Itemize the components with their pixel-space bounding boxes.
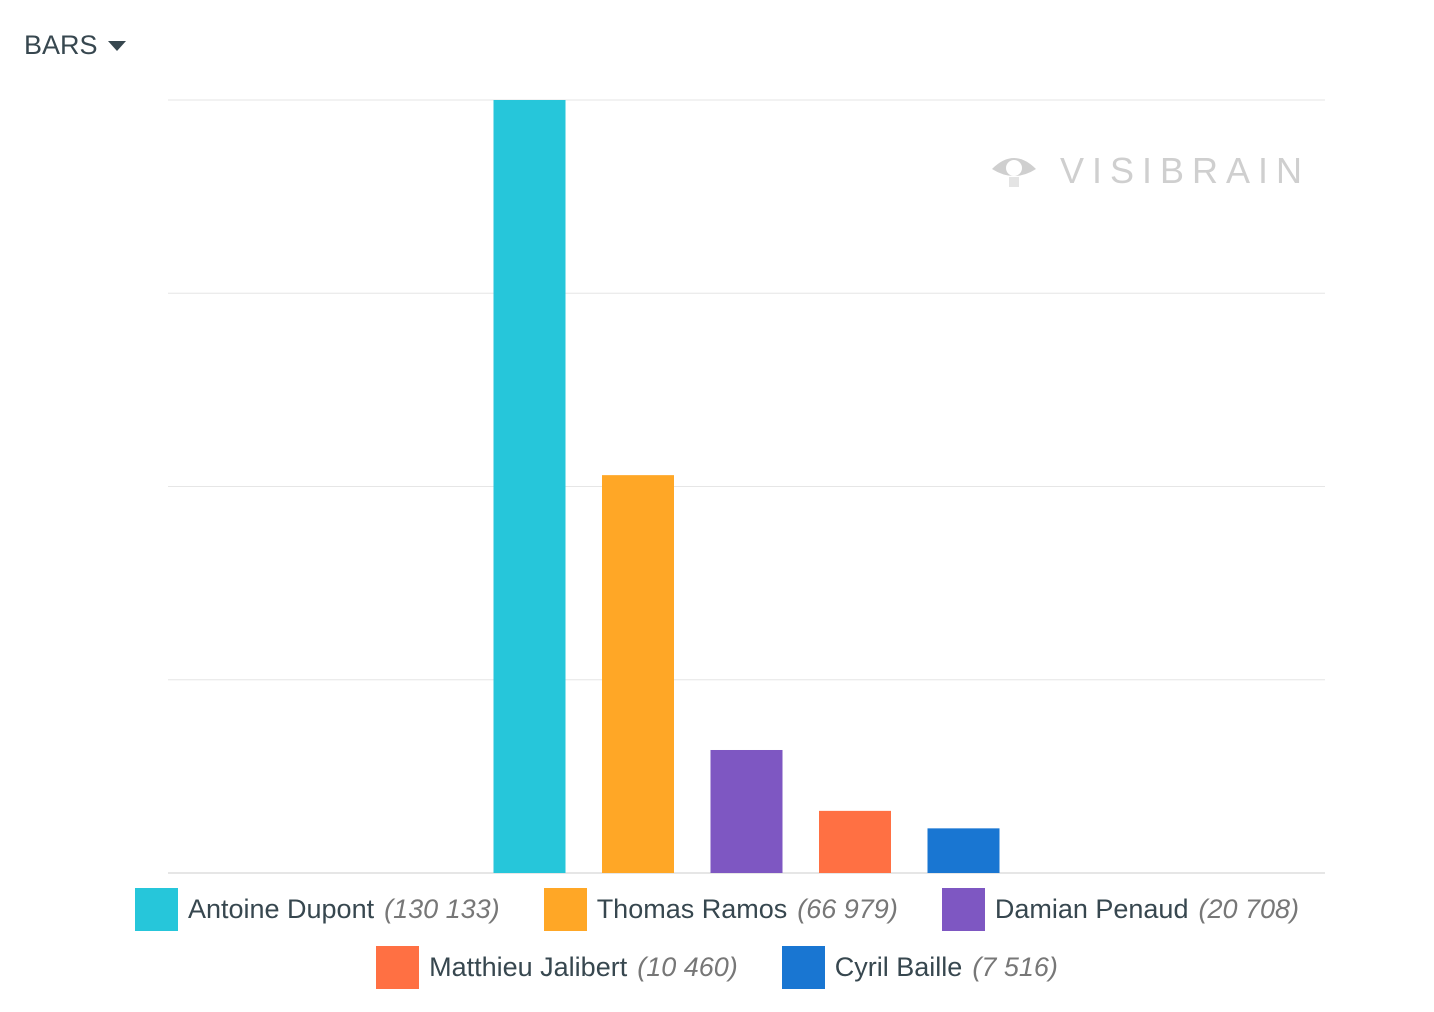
watermark-text: VISIBRAIN (1060, 150, 1311, 191)
legend-label: Thomas Ramos (596, 894, 788, 924)
legend-label: Matthieu Jalibert (429, 952, 628, 982)
bar-cyril-baille[interactable] (927, 828, 1000, 873)
legend-item[interactable]: Cyril Baille (7 516) (781, 946, 1058, 989)
bar-thomas-ramos[interactable] (602, 475, 674, 873)
legend-swatch (376, 946, 420, 989)
chart-type-dropdown[interactable]: BARS (24, 30, 126, 61)
legend-swatch (941, 888, 985, 931)
legend-swatch (781, 946, 825, 989)
legend-item[interactable]: Matthieu Jalibert (10 460) (376, 946, 738, 989)
bar-matthieu-jalibert[interactable] (819, 810, 891, 873)
legend-value: (66 979) (797, 894, 898, 924)
bar-antoine-dupont[interactable] (493, 100, 566, 873)
legend-value: (130 133) (384, 894, 500, 924)
legend-row-1: Antoine Dupont (130 133) Thomas Ramos (66 9… (0, 888, 1434, 931)
legend-item[interactable]: Damian Penaud (20 708) (941, 888, 1300, 931)
legend-row-2: Matthieu Jalibert (10 460) Cyril Baille (7 … (0, 946, 1434, 989)
legend-swatch (543, 888, 587, 931)
legend-label: Cyril Baille (834, 952, 963, 982)
bar-damian-penaud[interactable] (710, 749, 783, 873)
bar-chart (168, 99, 1325, 874)
chart-type-label: BARS (24, 30, 98, 60)
legend-swatch (134, 888, 178, 931)
visibrain-watermark: VISIBRAIN (990, 150, 1310, 192)
legend-value: (10 460) (637, 952, 738, 982)
legend-label: Damian Penaud (994, 894, 1189, 924)
legend-item[interactable]: Antoine Dupont (130 133) (134, 888, 500, 931)
legend-value: (7 516) (972, 952, 1058, 982)
legend-item[interactable]: Thomas Ramos (66 979) (543, 888, 898, 931)
eye-logo-icon (992, 158, 1036, 187)
legend-label: Antoine Dupont (187, 894, 375, 924)
legend-value: (20 708) (1198, 894, 1300, 924)
caret-down-icon (107, 40, 126, 51)
